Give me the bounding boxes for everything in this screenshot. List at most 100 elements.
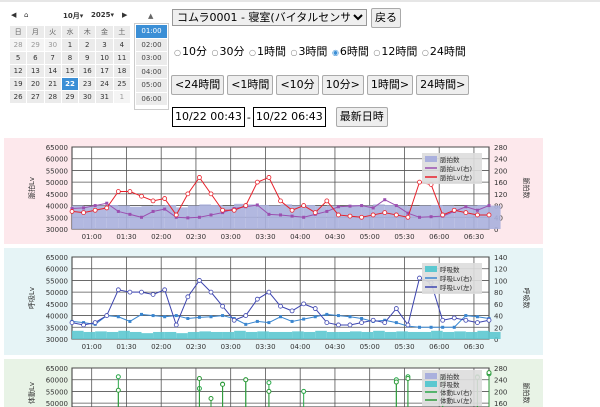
calendar-day[interactable]: 30 xyxy=(43,38,62,52)
range-radio[interactable]: ◉6時間 xyxy=(331,45,369,58)
data-point xyxy=(279,213,282,217)
data-point xyxy=(140,215,143,219)
range-radio[interactable]: ○10分 xyxy=(174,45,207,58)
y2-axis-label: 脈拍数 xyxy=(522,383,531,404)
calendar-day[interactable]: 16 xyxy=(78,64,97,78)
y-tick-label: 60000 xyxy=(46,156,68,164)
nav-button[interactable]: <1時間 xyxy=(227,75,274,95)
calendar-day[interactable]: 28 xyxy=(43,90,62,104)
nav-button[interactable]: 10分> xyxy=(321,75,364,95)
y2-tick-label: 40 xyxy=(494,313,503,321)
x-tick-label: 02:30 xyxy=(186,343,206,351)
data-point xyxy=(69,320,75,325)
home-icon[interactable]: ⌂ xyxy=(24,11,29,19)
time-option[interactable]: 03:00 xyxy=(136,52,167,65)
calendar-day[interactable]: 19 xyxy=(8,77,28,91)
data-point xyxy=(347,213,353,219)
data-point xyxy=(209,213,213,217)
x-tick-label: 06:30 xyxy=(464,233,484,241)
y2-tick-label: 240 xyxy=(494,156,507,164)
bar xyxy=(350,331,362,339)
time-scroll-up-icon[interactable]: ▲ xyxy=(148,12,154,20)
calendar-day[interactable]: 30 xyxy=(78,90,97,104)
data-point xyxy=(231,207,237,213)
x-tick-label: 03:00 xyxy=(221,343,241,351)
calendar-day[interactable]: 14 xyxy=(43,64,62,78)
calendar-day[interactable]: 20 xyxy=(26,77,45,91)
latest-datetime-button[interactable]: 最新日時 xyxy=(335,107,388,127)
time-option[interactable]: 06:00 xyxy=(136,92,167,105)
calendar-day[interactable]: 11 xyxy=(112,51,132,65)
calendar-day[interactable]: 3 xyxy=(95,38,114,52)
calendar-day[interactable]: 24 xyxy=(95,77,114,91)
nav-button[interactable]: <24時間 xyxy=(171,75,225,95)
legend-label: 脈拍Lv(左) xyxy=(440,173,472,182)
calendar-day[interactable]: 6 xyxy=(26,51,45,65)
data-point xyxy=(174,314,178,318)
x-tick-label: 03:00 xyxy=(221,233,241,241)
calendar-day[interactable]: 18 xyxy=(112,64,132,78)
nav-button[interactable]: <10分 xyxy=(276,75,319,95)
year-dropdown[interactable]: 2025▾ xyxy=(91,11,114,19)
calendar-day[interactable]: 29 xyxy=(60,90,80,104)
time-option[interactable]: 01:00 xyxy=(136,25,167,38)
bar xyxy=(373,204,385,229)
data-point xyxy=(221,314,225,318)
calendar-day[interactable]: 29 xyxy=(26,38,45,52)
next-month-icon[interactable]: ▶ xyxy=(122,11,128,19)
bar xyxy=(280,331,293,339)
calendar-day[interactable]: 22 xyxy=(60,77,80,91)
calendar-day[interactable]: 13 xyxy=(26,64,45,78)
calendar-day[interactable]: 21 xyxy=(43,77,62,91)
calendar-day[interactable]: 8 xyxy=(60,51,80,65)
range-radio[interactable]: ○24時間 xyxy=(421,45,466,58)
bar xyxy=(326,331,339,339)
date-to-field[interactable]: 10/22 06:43 xyxy=(252,107,326,127)
data-point xyxy=(81,322,86,328)
calendar-day[interactable]: 15 xyxy=(60,64,80,78)
range-radio[interactable]: ○3時間 xyxy=(290,45,328,58)
calendar-day[interactable]: 17 xyxy=(95,64,114,78)
data-point xyxy=(429,325,433,329)
calendar-day[interactable]: 4 xyxy=(112,38,132,52)
calendar-day[interactable]: 2 xyxy=(78,38,97,52)
bar xyxy=(477,204,489,229)
data-point xyxy=(150,292,156,297)
data-point xyxy=(475,208,479,212)
device-select[interactable]: コムラ0001 - 寝室(バイタルセンサー) xyxy=(172,9,367,26)
range-radio[interactable]: ○1時間 xyxy=(248,45,286,58)
calendar-day[interactable]: 10 xyxy=(95,51,114,65)
range-radio[interactable]: ○30分 xyxy=(211,45,245,58)
calendar-day[interactable]: 5 xyxy=(8,51,28,65)
data-point xyxy=(185,191,191,197)
x-tick-label: 04:30 xyxy=(325,343,345,351)
prev-month-icon[interactable]: ◀ xyxy=(11,11,17,19)
bar xyxy=(268,205,281,229)
data-point xyxy=(197,175,202,180)
calendar-day[interactable]: 31 xyxy=(95,90,114,104)
month-dropdown[interactable]: 10月▾ xyxy=(63,12,84,20)
range-radio[interactable]: ○12時間 xyxy=(373,45,418,58)
calendar-day[interactable]: 28 xyxy=(8,38,28,52)
calendar-day[interactable]: 26 xyxy=(8,90,28,104)
y-tick-label: 45000 xyxy=(46,301,68,309)
calendar-day[interactable]: 9 xyxy=(78,51,97,65)
calendar-day[interactable]: 1 xyxy=(60,38,80,52)
calendar-day[interactable]: 12 xyxy=(8,64,28,78)
calendar-day[interactable]: 25 xyxy=(112,77,132,91)
data-point xyxy=(279,315,282,319)
nav-button[interactable]: 1時間> xyxy=(366,75,414,95)
bar xyxy=(396,331,408,339)
legend-label: 呼吸数 xyxy=(440,265,460,274)
calendar-day[interactable]: 1 xyxy=(112,90,132,104)
date-from-field[interactable]: 10/22 00:43 xyxy=(172,107,245,127)
back-button[interactable]: 戻る xyxy=(371,8,401,28)
calendar-day[interactable]: 7 xyxy=(43,51,62,65)
time-option[interactable]: 02:00 xyxy=(136,38,167,51)
time-option[interactable]: 04:00 xyxy=(136,65,167,78)
data-point xyxy=(417,179,422,185)
time-option[interactable]: 05:00 xyxy=(136,79,167,92)
nav-button[interactable]: 24時間> xyxy=(416,75,470,95)
calendar-day[interactable]: 27 xyxy=(26,90,45,104)
calendar-day[interactable]: 23 xyxy=(78,77,97,91)
